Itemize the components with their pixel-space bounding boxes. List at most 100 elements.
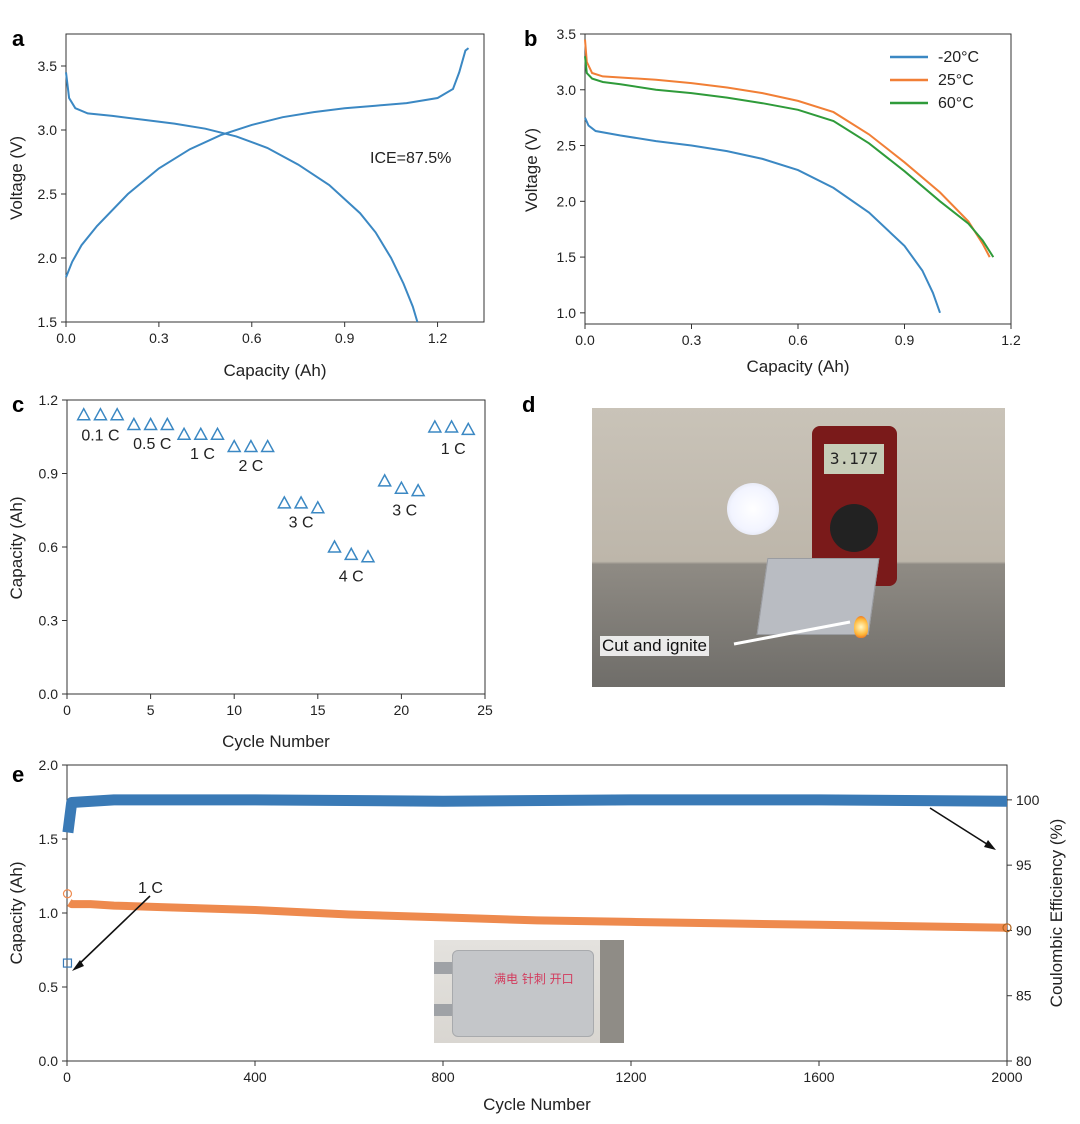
chart-b-xlabel: Capacity (Ah) (747, 357, 850, 376)
chart-b-ytick-label: 2.0 (557, 193, 577, 209)
led-bulb (727, 483, 779, 535)
panel-letter-b: b (524, 26, 537, 51)
chart-e-xtick-label: 2000 (991, 1069, 1022, 1085)
pouch-cell-body (452, 950, 594, 1037)
chart-a-xtick-label: 1.2 (428, 330, 448, 346)
panel-letter-e: e (12, 762, 24, 787)
chart-c-point (193, 426, 209, 441)
chart-c-rate-label: 3 C (289, 515, 314, 532)
chart-c-xtick-label: 10 (226, 702, 242, 718)
chart-c-ytick-label: 1.2 (39, 392, 59, 408)
chart-c: 0 5 10 15 20 25 0.0 0.3 0.6 0.9 1.2 0.1 C 0.5 C 1 C 2… (7, 392, 493, 751)
chart-a-ytick-label: 3.5 (38, 58, 58, 74)
chart-c-point (260, 438, 275, 453)
photo-d-label: Cut and ignite (600, 636, 709, 656)
chart-e-xlabel: Cycle Number (483, 1095, 591, 1114)
chart-e-capacity-last-point (1002, 923, 1012, 933)
panel-letter-d: d (522, 392, 535, 417)
chart-c-point (93, 407, 108, 421)
panel-letter-c: c (12, 392, 24, 417)
chart-c-point (360, 549, 376, 563)
chart-e-xtick-label: 1200 (615, 1069, 646, 1085)
chart-c-point (243, 438, 259, 453)
chart-c-rate-label: 1 C (190, 446, 215, 463)
chart-c-frame (66, 399, 486, 695)
chart-e-xtick-label: 800 (431, 1069, 455, 1085)
chart-c-point (76, 407, 91, 421)
chart-c-rate-label: 0.1 C (81, 428, 119, 445)
legend-label: 25°C (938, 72, 974, 89)
chart-b-series-25C (584, 39, 991, 258)
chart-c-point (210, 426, 225, 441)
chart-e-xtick-label: 1600 (803, 1069, 834, 1085)
chart-c-point (327, 539, 342, 553)
photo-nail-cut-ignite: 3.177 Cut and ignite (592, 408, 1005, 687)
chart-e-arrow-capacity (75, 895, 151, 968)
chart-c-point (293, 495, 309, 509)
chart-e-y2tick-label: 90 (1016, 922, 1032, 938)
chart-a-xtick-label: 0.6 (242, 330, 262, 346)
chart-c-point (277, 495, 292, 509)
chart-e-y2label: Coulombic Efficiency (%) (1047, 819, 1066, 1008)
chart-e-annotation: 1 C (138, 880, 163, 897)
chart-c-ytick-label: 0.6 (39, 539, 59, 555)
chart-a: 0.0 0.3 0.6 0.9 1.2 1.5 2.0 2.5 3.0 3.5 Capacity … (7, 33, 485, 380)
chart-a-ytick-label: 2.0 (38, 250, 58, 266)
chart-a-series-discharge (65, 72, 419, 323)
chart-c-rate-label: 4 C (339, 568, 364, 585)
cell-tab-top (434, 962, 456, 974)
chart-e-arrowhead-capacity (72, 960, 84, 971)
chart-c-xtick-label: 20 (394, 702, 410, 718)
chart-e-ytick-label: 1.5 (39, 831, 59, 847)
chart-c-point (126, 416, 142, 431)
chart-a-ytick-label: 3.0 (38, 122, 58, 138)
chart-b-xtick-label: 1.2 (1001, 332, 1021, 348)
chart-e-y2tick-label: 85 (1016, 988, 1032, 1004)
multimeter-dial (830, 504, 878, 552)
chart-b-ytick-label: 2.5 (557, 138, 577, 154)
chart-c-xtick-label: 15 (310, 702, 326, 718)
multimeter-reading: 3.177 (824, 444, 884, 474)
chart-c-xtick-label: 0 (63, 702, 71, 718)
chart-c-point (461, 421, 476, 436)
chart-b-legend: -20°C 25°C 60°C (890, 49, 979, 112)
chart-e: 0 400 800 1200 1600 2000 0.0 0.5 1.0 1.5 2.0 80 85 90… (7, 757, 1066, 1114)
chart-e-y2tick-label: 95 (1016, 857, 1032, 873)
chart-b: 0.0 0.3 0.6 0.9 1.2 1.0 1.5 2.0 2.5 3.0 3.5 Capaci… (522, 26, 1021, 376)
chart-e-ylabel: Capacity (Ah) (7, 862, 26, 965)
chart-a-xtick-label: 0.9 (335, 330, 355, 346)
chart-e-ytick-label: 0.0 (39, 1053, 59, 1069)
chart-c-point (394, 480, 409, 494)
chart-e-ce-first-point (62, 958, 73, 968)
chart-c-rate-label: 1 C (441, 441, 466, 458)
chart-e-ytick-label: 1.0 (39, 905, 59, 921)
chart-a-ytick-label: 1.5 (38, 314, 58, 330)
chart-a-xtick-label: 0.0 (56, 330, 76, 346)
chart-a-xlabel: Capacity (Ah) (224, 361, 327, 380)
chart-c-point (176, 426, 192, 441)
chart-e-xtick-label: 400 (243, 1069, 267, 1085)
chart-a-frame (65, 33, 485, 323)
chart-a-xtick-label: 0.3 (149, 330, 169, 346)
chart-c-rate-label: 2 C (238, 458, 263, 475)
chart-c-ytick-label: 0.9 (39, 466, 59, 482)
chart-c-ylabel: Capacity (Ah) (7, 497, 26, 600)
chart-c-rate-label: 3 C (392, 502, 417, 519)
chart-c-point (109, 407, 125, 421)
chart-e-series-capacity (67, 899, 1008, 932)
chart-a-ylabel: Voltage (V) (7, 136, 26, 220)
chart-c-point (444, 419, 459, 433)
chart-e-capacity-first-point (62, 889, 73, 899)
chart-c-point (160, 416, 175, 431)
photo-d-arrow (733, 620, 851, 646)
flame (854, 616, 868, 638)
chart-c-point (410, 483, 426, 497)
chart-e-y2tick-label: 80 (1016, 1053, 1032, 1069)
chart-e-xtick-label: 0 (63, 1069, 71, 1085)
chart-c-point (427, 419, 443, 433)
chart-c-xtick-label: 5 (147, 702, 155, 718)
chart-b-ytick-label: 3.5 (557, 26, 577, 42)
chart-a-ytick-label: 2.5 (38, 186, 58, 202)
chart-c-point (143, 416, 158, 431)
panel-letter-a: a (12, 26, 25, 51)
